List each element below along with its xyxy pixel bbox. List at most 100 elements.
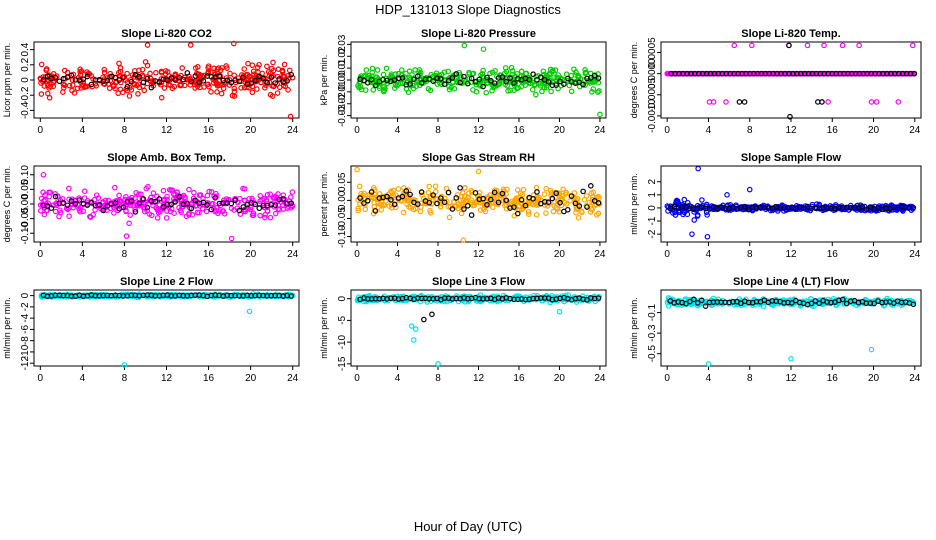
y-axis-label: percent per min. [319,171,329,236]
data-point [691,217,698,223]
data-point [187,82,194,88]
y-tick-label: -0.0010 [647,98,658,132]
data-point [192,65,199,71]
data-point [573,299,580,305]
data-point [205,81,211,88]
y-tick-label: -0.2 [20,86,31,104]
x-tick-label: 8 [122,125,128,136]
mean-point [514,210,521,217]
mean-point [557,78,563,85]
mean-point [272,202,279,208]
x-tick-label: 8 [435,373,441,384]
data-point [167,208,174,215]
data-point [895,99,902,105]
data-point [200,195,206,202]
mean-point [284,78,291,84]
x-tick-label: 12 [785,373,797,384]
data-point [571,66,577,73]
mean-point [687,298,693,305]
data-point [187,76,194,82]
data-point [514,70,520,77]
panel-rh: Slope Gas Stream RH 0 4 8 12 16 20 24 -0.10-0.05… [319,152,607,260]
mean-point [438,76,444,82]
x-tick-label: 20 [868,373,880,384]
data-point [378,207,385,213]
x-tick-label: 20 [554,125,566,136]
y-tick-label: 0.05 [20,179,31,199]
data-point [269,65,275,72]
data-point [673,198,680,205]
data-point [38,61,45,68]
data-point [196,209,202,216]
x-tick-label: 24 [909,125,921,136]
data-point [516,203,522,210]
mean-point [136,73,143,80]
y-tick-label: 0 [20,77,31,83]
mean-point [156,196,163,202]
mean-point [44,73,51,80]
data-point [264,207,271,214]
data-point [356,183,363,190]
y-tick-label: -8 [20,336,31,345]
data-point [825,99,831,105]
mean-point [484,202,490,208]
data-point [470,87,476,93]
data-point [112,184,118,191]
data-point [731,42,738,49]
mean-point [595,75,602,81]
mean-point [787,113,793,120]
data-point [672,209,678,216]
data-point [237,195,243,202]
data-point [136,191,142,198]
mean-point [595,200,602,206]
y-tick-label: 0.03 [337,34,348,54]
x-tick-label: 24 [594,125,606,136]
mean-point [480,195,486,202]
x-tick-label: 16 [827,249,839,260]
mean-point [96,202,103,208]
mean-point [236,207,243,214]
y-axis-label: kPa per min. [319,55,329,106]
mean-point [576,203,583,209]
mean-point [530,196,536,202]
data-point [117,65,124,71]
data-point [161,85,168,91]
data-point [167,202,173,209]
data-point [178,193,185,200]
data-point [533,184,540,191]
mean-point [503,197,510,204]
data-point [163,215,170,221]
data-point [270,59,276,66]
data-point [432,183,439,190]
data-point [186,210,192,217]
data-point [168,187,174,194]
data-point [281,61,288,68]
data-point [453,203,460,210]
data-point [583,193,590,199]
mean-point [140,196,147,202]
data-point [873,99,880,105]
data-point [38,91,45,97]
mean-point [364,80,371,86]
mean-point [68,198,75,204]
y-tick-label: -6 [20,325,31,334]
mean-point [156,79,163,85]
data-point [267,191,273,197]
data-point [445,68,451,75]
mean-point [499,190,506,197]
data-point [249,62,256,69]
data-point [263,196,270,203]
data-point [715,296,721,303]
points-rh [354,166,603,243]
data-point [412,67,418,73]
data-point [392,204,399,211]
panel-title: Slope Line 3 Flow [432,276,525,288]
x-tick-label: 4 [706,125,712,136]
y-tick-label: -12 [20,356,31,371]
data-point [131,81,138,88]
y-tick-label: 0 [20,292,31,298]
data-point [287,194,294,201]
mean-point [522,202,529,209]
mean-point [534,76,540,83]
data-point [250,68,257,75]
